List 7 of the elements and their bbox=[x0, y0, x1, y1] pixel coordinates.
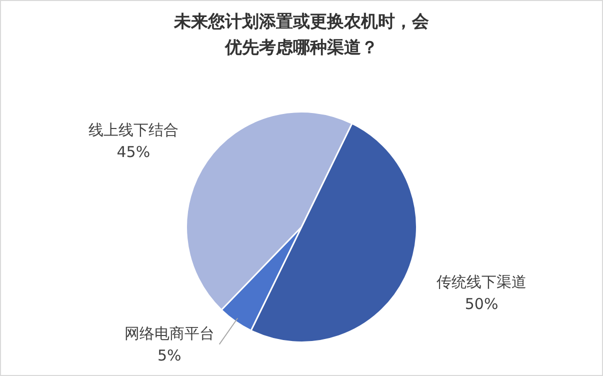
chart-title: 未来您计划添置或更换农机时，会优先考虑哪种渠道？ bbox=[172, 11, 430, 60]
data-label: 5% bbox=[157, 346, 182, 364]
data-label: 50% bbox=[464, 294, 498, 313]
data-label: 45% bbox=[116, 142, 150, 161]
slice-label: 传统线下渠道 bbox=[436, 272, 527, 291]
slice-label: 网络电商平台 bbox=[124, 324, 214, 342]
slice-label: 线上线下结合 bbox=[88, 120, 178, 139]
